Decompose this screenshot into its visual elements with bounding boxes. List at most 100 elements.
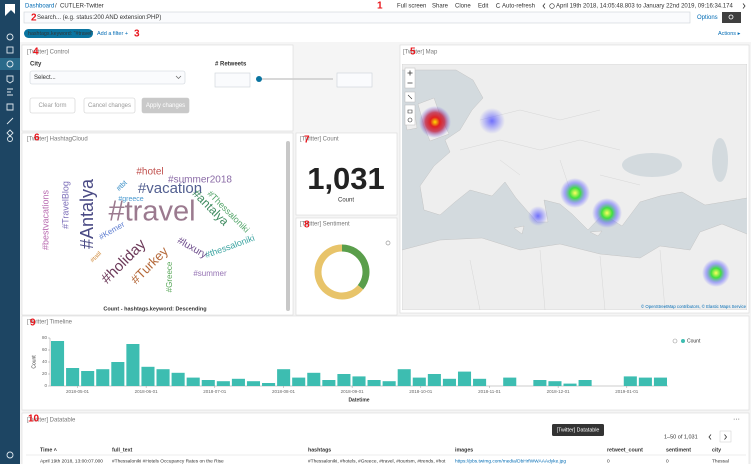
button[interactable] bbox=[29, 97, 76, 114]
legend-toggle[interactable] bbox=[672, 338, 678, 344]
bar[interactable] bbox=[156, 369, 170, 386]
nav-health[interactable] bbox=[6, 129, 14, 137]
time-next[interactable] bbox=[742, 3, 746, 9]
nav-devtools[interactable] bbox=[7, 88, 13, 96]
bar[interactable] bbox=[277, 369, 291, 386]
column-header[interactable]: sentiment bbox=[666, 447, 691, 453]
bar[interactable] bbox=[578, 380, 592, 386]
bar[interactable] bbox=[51, 341, 65, 386]
nav-management[interactable] bbox=[7, 136, 13, 142]
nav-collapse[interactable] bbox=[6, 451, 14, 459]
donut-slice[interactable] bbox=[314, 244, 364, 300]
bar[interactable] bbox=[457, 371, 472, 386]
map-view[interactable] bbox=[402, 64, 747, 310]
bar[interactable] bbox=[186, 377, 200, 386]
cloud-word[interactable]: #bestvacations bbox=[40, 189, 50, 250]
panel-menu[interactable]: ··· bbox=[733, 416, 740, 423]
bar[interactable] bbox=[442, 378, 456, 386]
cloud-word[interactable]: #greece bbox=[118, 196, 143, 203]
menu-item[interactable]: Auto-refresh bbox=[502, 4, 535, 10]
bar[interactable] bbox=[216, 381, 230, 386]
actions-button[interactable]: Actions ▸ bbox=[718, 31, 741, 37]
bar[interactable] bbox=[337, 374, 351, 386]
bar[interactable] bbox=[412, 377, 426, 386]
bar[interactable] bbox=[307, 372, 321, 386]
add-filter[interactable]: Add a filter + bbox=[97, 31, 128, 37]
page-next-box[interactable] bbox=[719, 430, 732, 443]
column-header[interactable]: city bbox=[712, 447, 721, 453]
bar[interactable] bbox=[126, 344, 140, 386]
city-select[interactable] bbox=[29, 70, 186, 85]
legend-label[interactable]: Count bbox=[687, 338, 701, 344]
cloud-word[interactable]: #Antalya bbox=[77, 178, 97, 249]
menu-item[interactable]: Clone bbox=[455, 4, 471, 10]
bar[interactable] bbox=[503, 377, 517, 386]
filter-pill[interactable] bbox=[24, 29, 93, 38]
nav-visualize[interactable] bbox=[6, 46, 14, 54]
bar[interactable] bbox=[367, 380, 381, 386]
cloud-word[interactable]: #vacation bbox=[138, 180, 202, 197]
column-header[interactable]: Time ˄ bbox=[40, 447, 57, 453]
bar[interactable] bbox=[292, 377, 306, 386]
min-input[interactable] bbox=[214, 72, 251, 88]
breadcrumb-link[interactable]: Dashboard bbox=[25, 4, 54, 10]
search-button[interactable] bbox=[722, 12, 741, 23]
column-header[interactable]: images bbox=[455, 447, 473, 453]
bar[interactable] bbox=[246, 381, 261, 386]
button[interactable] bbox=[141, 97, 190, 114]
bar[interactable] bbox=[533, 380, 547, 386]
kibana-logo[interactable] bbox=[5, 4, 15, 16]
nav-discover[interactable] bbox=[6, 33, 14, 41]
bar[interactable] bbox=[473, 378, 487, 386]
cloud-word[interactable]: #travel bbox=[108, 196, 195, 228]
bar[interactable] bbox=[322, 380, 336, 386]
button[interactable] bbox=[83, 97, 136, 114]
bar[interactable] bbox=[653, 377, 667, 386]
bar[interactable] bbox=[171, 372, 185, 386]
bar[interactable] bbox=[81, 371, 95, 386]
cloud-word[interactable]: #summer bbox=[193, 269, 227, 278]
donut-slice[interactable] bbox=[341, 244, 370, 290]
search-input[interactable] bbox=[23, 11, 691, 24]
range-thumb[interactable] bbox=[256, 76, 262, 82]
bar[interactable] bbox=[397, 369, 411, 386]
bar[interactable] bbox=[141, 366, 155, 386]
menu-item[interactable]: Full screen bbox=[397, 4, 426, 10]
legend-toggle[interactable] bbox=[385, 240, 391, 246]
cloud-word[interactable]: #Greece bbox=[165, 261, 174, 292]
bar[interactable] bbox=[111, 362, 125, 386]
bar[interactable] bbox=[201, 380, 215, 386]
nav-monitoring[interactable] bbox=[6, 103, 14, 111]
menu-item[interactable]: Share bbox=[432, 4, 449, 10]
page-prev[interactable] bbox=[708, 434, 712, 440]
bar[interactable] bbox=[638, 377, 652, 386]
max-input[interactable] bbox=[336, 72, 373, 88]
cloud-word[interactable]: #hotel bbox=[136, 167, 163, 178]
time-range[interactable]: April 19th 2018, 14:05:48.803 to January… bbox=[556, 4, 733, 10]
bar[interactable] bbox=[262, 383, 276, 386]
bar[interactable] bbox=[66, 368, 80, 386]
nav-tools[interactable] bbox=[6, 117, 14, 125]
cloud-word[interactable]: #summer2018 bbox=[168, 175, 232, 186]
nav-timelion[interactable] bbox=[6, 75, 14, 84]
bar[interactable] bbox=[563, 383, 577, 386]
cloud-word[interactable]: #TravelBlog bbox=[60, 181, 70, 229]
bar[interactable] bbox=[231, 378, 245, 386]
scrollbar[interactable] bbox=[286, 141, 290, 311]
bar[interactable] bbox=[623, 376, 637, 386]
table-cell[interactable]: https://pbs.twimg.com/media/DbHrfWWAAAdy… bbox=[455, 458, 566, 464]
column-header[interactable]: hashtags bbox=[308, 447, 331, 453]
column-header[interactable]: full_text bbox=[112, 447, 133, 453]
bar[interactable] bbox=[352, 376, 366, 386]
bar[interactable] bbox=[427, 374, 441, 386]
bar[interactable] bbox=[382, 381, 396, 386]
menu-item[interactable]: Edit bbox=[478, 4, 489, 10]
bar[interactable] bbox=[548, 381, 562, 386]
bar[interactable] bbox=[96, 369, 110, 386]
draw-tools[interactable] bbox=[404, 104, 416, 126]
time-prev[interactable] bbox=[542, 3, 546, 9]
column-header[interactable]: retweet_count bbox=[607, 447, 643, 453]
zoom-control[interactable] bbox=[404, 67, 416, 89]
nav-dashboard[interactable] bbox=[6, 60, 14, 68]
options-button[interactable]: Options bbox=[697, 15, 718, 21]
